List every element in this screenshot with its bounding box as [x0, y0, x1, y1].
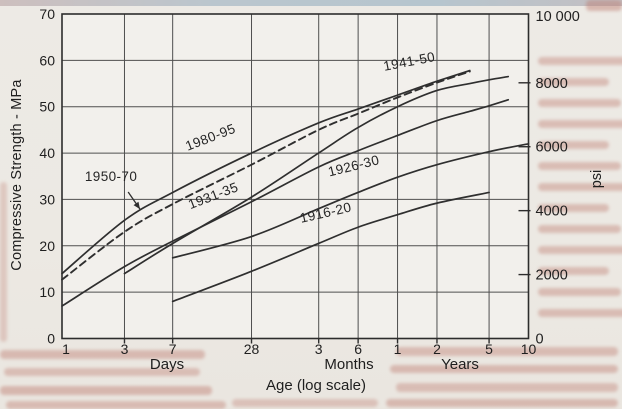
scan-bleed-mark: [0, 350, 205, 359]
plot-area: [62, 14, 529, 339]
x-tick-label: 1: [62, 341, 70, 357]
scan-bleed-mark: [538, 267, 609, 275]
scan-bleed-mark: [0, 182, 7, 342]
scan-bleed-mark: [4, 368, 200, 376]
label-pointer-arrowhead: [133, 201, 140, 210]
y-left-tick-label: 40: [39, 145, 55, 161]
y-right-tick-label: 10 000: [536, 9, 580, 25]
scan-bleed-mark: [538, 120, 622, 128]
scan-bleed-mark: [538, 162, 621, 170]
x-tick-label: 1: [394, 341, 402, 357]
curve-1941-50: [123, 75, 510, 275]
scan-bleed-mark: [396, 383, 618, 392]
scan-bleed-mark: [538, 99, 621, 107]
scan-bleed-mark: [538, 57, 622, 65]
scan-bleed-mark: [396, 347, 618, 356]
scan-bleed-mark: [390, 365, 618, 373]
scan-bleed-mark: [232, 399, 378, 407]
x-tick-label: 5: [485, 341, 493, 357]
scan-bleed-mark: [538, 288, 621, 296]
scan-edge-strip: [0, 0, 622, 6]
x-tick-label: 6: [354, 341, 362, 357]
x-axis-group-label-months: Months: [324, 356, 374, 373]
scan-bleed-mark: [538, 78, 609, 86]
curve-1950-70: [61, 70, 471, 281]
scan-bleed-mark: [538, 204, 609, 212]
scan-bleed-mark: [538, 141, 609, 149]
scan-bleed-mark: [538, 183, 622, 191]
x-axis-group-label-years: Years: [441, 356, 479, 373]
y-left-tick-label: 50: [39, 99, 55, 115]
x-tick-label: 10: [521, 341, 537, 357]
y-right-tick-label: 0: [536, 332, 544, 348]
y-right-tick-label: 2000: [536, 268, 568, 284]
scan-bleed-mark: [386, 399, 618, 407]
curve-1926-30: [171, 142, 530, 259]
x-axis-title: Age (log scale): [265, 377, 367, 394]
y-right-tick-label: 6000: [536, 140, 568, 156]
scan-bleed-mark: [538, 246, 622, 254]
curve-1931-35: [61, 98, 510, 307]
scan-bleed-mark: [586, 0, 622, 11]
y-left-tick-label: 20: [39, 238, 55, 254]
x-tick-label: 2: [433, 341, 441, 357]
y-axis-title-mpa: Compressive Strength - MPa: [9, 79, 25, 271]
curve-label-1950-70: 1950-70: [85, 169, 137, 184]
x-tick-label: 28: [244, 341, 260, 357]
x-tick-label: 3: [315, 341, 323, 357]
curve-1916-20: [171, 191, 490, 303]
x-tick-label: 3: [121, 341, 129, 357]
curve-1980-95: [61, 69, 471, 275]
x-tick-label: 7: [169, 341, 177, 357]
scan-bleed-mark: [538, 225, 621, 233]
y-right-tick-label: 8000: [536, 76, 568, 92]
y-left-tick-label: 0: [47, 331, 55, 347]
y-left-tick-label: 10: [39, 284, 55, 300]
y-left-tick-label: 70: [39, 6, 55, 22]
y-axis-title-psi: psi: [589, 169, 605, 189]
scan-bleed-mark: [538, 309, 622, 317]
y-left-tick-label: 30: [39, 191, 55, 207]
x-axis-group-label-days: Days: [149, 356, 185, 373]
y-right-tick-label: 4000: [536, 204, 568, 220]
y-left-tick-label: 60: [39, 52, 55, 68]
scan-bleed-mark: [0, 386, 212, 395]
scan-bleed-mark: [6, 401, 226, 409]
plot-border: [61, 13, 530, 340]
